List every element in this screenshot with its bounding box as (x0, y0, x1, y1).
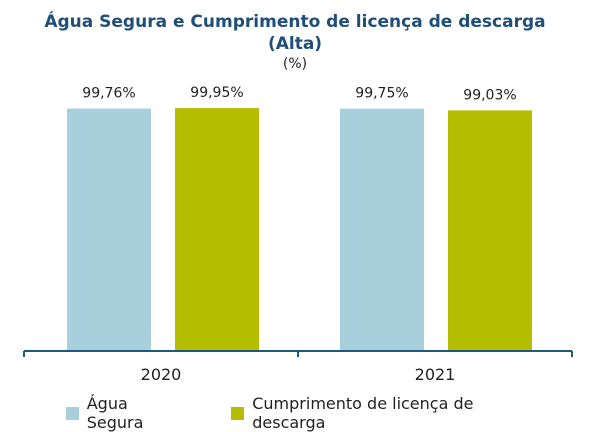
legend-item-agua-segura: Água Segura (66, 394, 187, 432)
data-label-2021-series-0: 99,75% (355, 86, 408, 102)
x-tick-label-2021: 2021 (415, 365, 456, 384)
legend-label-cumprimento: Cumprimento de licença de descarga (252, 394, 474, 432)
chart-subtitle: (Alta) (267, 34, 323, 54)
data-label-2020-series-1: 99,95% (190, 85, 243, 101)
bar-2020-series-1 (175, 108, 259, 352)
x-tick-label-2020: 2020 (141, 365, 182, 384)
bar-2021-series-1 (448, 110, 532, 351)
legend-label-agua-segura: Água Segura (86, 394, 144, 432)
data-label-2021-series-1: 99,03% (463, 87, 516, 103)
chart-unit: (%) (282, 56, 308, 72)
chart-title: Água Segura e Cumprimento de licença de … (44, 12, 546, 32)
legend-swatch-cumprimento (231, 406, 245, 420)
bar-2021-series-0 (340, 108, 424, 351)
legend-swatch-agua-segura (66, 406, 79, 420)
chart-legend: Água Segura Cumprimento de licença de de… (66, 394, 590, 432)
legend-item-cumprimento: Cumprimento de licença de descarga (231, 394, 546, 432)
data-label-2020-series-0: 99,76% (82, 86, 135, 102)
bar-2020-series-0 (67, 108, 151, 352)
